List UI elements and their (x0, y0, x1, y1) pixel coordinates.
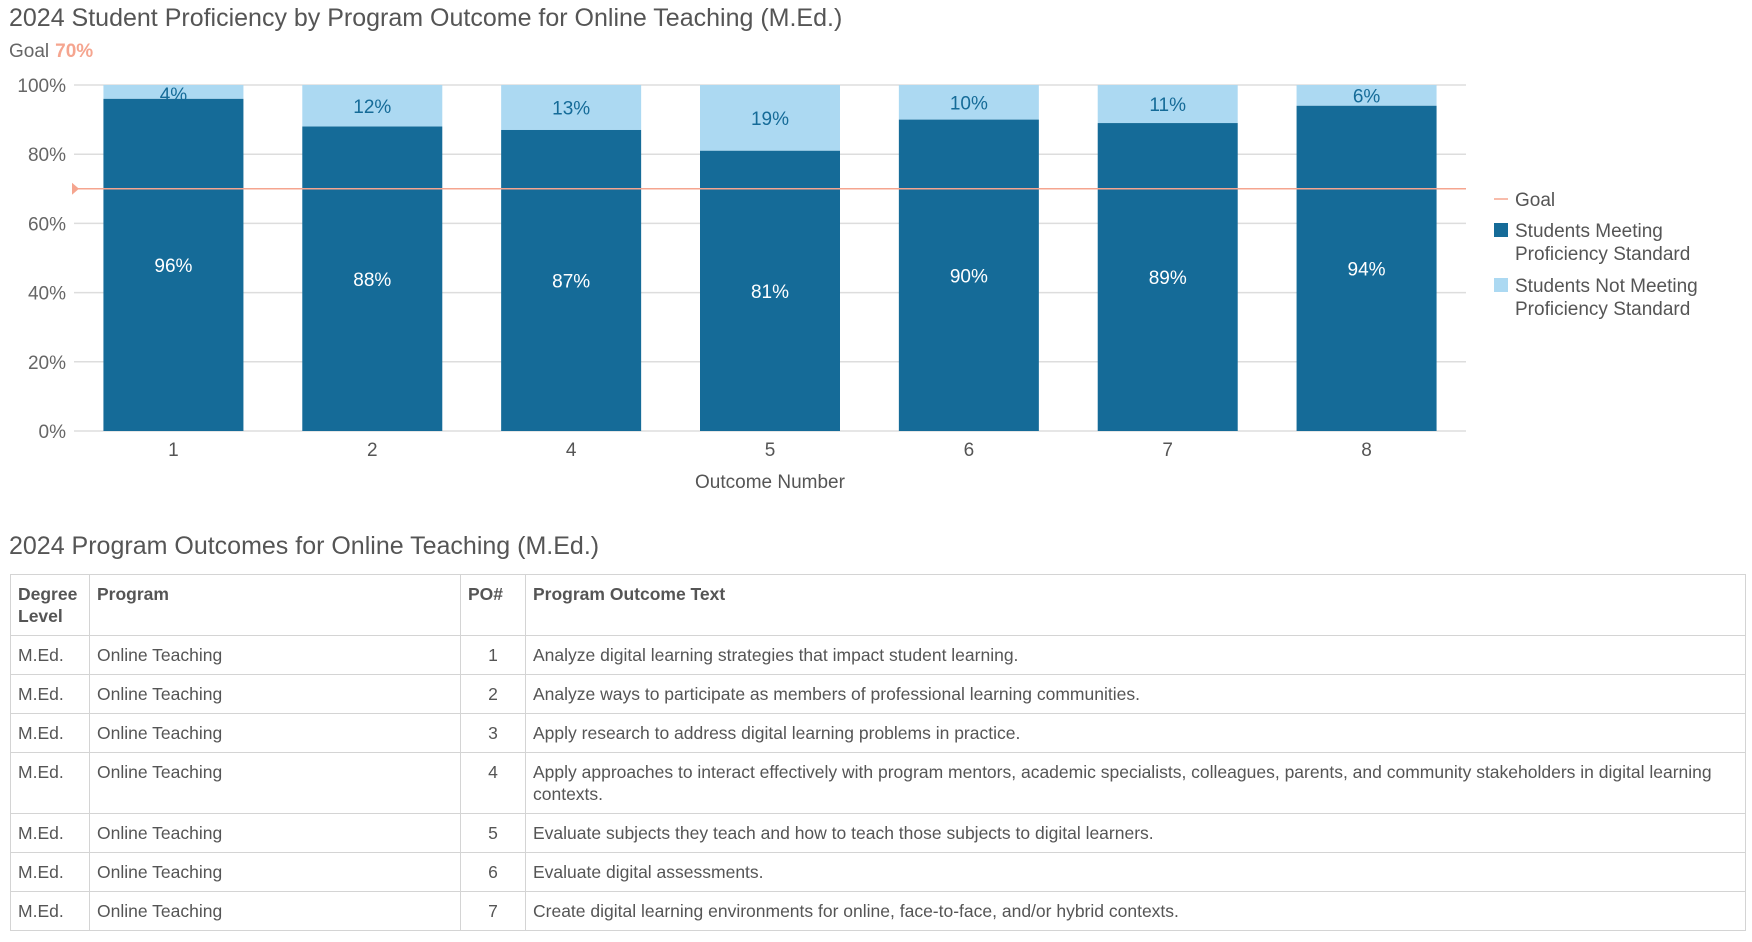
data-label-not-meeting: 10% (950, 93, 988, 114)
bar-meeting (1097, 123, 1238, 431)
data-label-not-meeting: 4% (160, 85, 188, 106)
cell-po-number: 7 (460, 891, 526, 931)
cell-outcome-text: Apply research to address digital learni… (525, 713, 1746, 753)
chart-title: 2024 Student Proficiency by Program Outc… (9, 4, 843, 32)
cell-program: Online Teaching (89, 891, 461, 931)
cell-po-number: 4 (460, 752, 526, 814)
data-label-meeting: 89% (1149, 268, 1187, 289)
data-label-meeting: 81% (751, 282, 789, 303)
bar-not-meeting (898, 85, 1039, 120)
x-tick-label: 1 (168, 440, 179, 461)
cell-outcome-text: Apply approaches to interact effectively… (525, 752, 1746, 814)
cell-degree-level: M.Ed. (10, 713, 90, 753)
bar-not-meeting (700, 85, 840, 151)
cell-degree-level: M.Ed. (10, 891, 90, 931)
x-tick-label: 4 (566, 440, 577, 461)
cell-outcome-text: Analyze digital learning strategies that… (525, 635, 1746, 675)
table-row: M.Ed. Online Teaching 7 Create digital lear… (10, 891, 1746, 931)
cell-degree-level: M.Ed. (10, 674, 90, 714)
data-label-meeting: 90% (950, 266, 988, 287)
table-header-row: Degree Level Program PO# Program Outcome… (10, 574, 1746, 636)
legend-meeting-line1: Students Meeting (1515, 221, 1663, 242)
x-tick-label: 5 (765, 440, 776, 461)
data-label-meeting: 94% (1348, 259, 1386, 280)
header-outcome-text: Program Outcome Text (525, 574, 1746, 636)
bar-not-meeting (302, 85, 443, 127)
legend-not-meeting-line1: Students Not Meeting (1515, 276, 1698, 297)
cell-program: Online Teaching (89, 713, 461, 753)
table-row: M.Ed. Online Teaching 6 Evaluate digital as… (10, 852, 1746, 892)
bar-not-meeting (501, 85, 642, 130)
stacked-bar-chart: 0%20%40%60%80%100%96%4%188%12%287%13%481… (17, 76, 1698, 493)
data-label-meeting: 87% (552, 271, 590, 292)
bar-not-meeting (103, 85, 244, 99)
goal-summary: Goal 70% (9, 41, 93, 63)
x-axis-label: Outcome Number (695, 472, 846, 493)
x-tick-label: 8 (1361, 440, 1372, 461)
y-tick-label: 80% (28, 145, 66, 166)
header-program: Program (89, 574, 461, 636)
table-row: M.Ed. Online Teaching 1 Analyze digital lea… (10, 635, 1746, 675)
y-tick-label: 100% (17, 76, 66, 97)
cell-outcome-text: Create digital learning environments for… (525, 891, 1746, 931)
bar-meeting (898, 119, 1039, 431)
cell-degree-level: M.Ed. (10, 852, 90, 892)
table-row: M.Ed. Online Teaching 5 Evaluate subjects t… (10, 813, 1746, 853)
table-row: M.Ed. Online Teaching 4 Apply approaches to… (10, 752, 1746, 814)
legend-meeting-line2: Proficiency Standard (1515, 244, 1690, 265)
bar-meeting (103, 98, 244, 431)
x-tick-label: 2 (367, 440, 378, 461)
header-degree-level: Degree Level (10, 574, 90, 636)
cell-outcome-text: Evaluate subjects they teach and how to … (525, 813, 1746, 853)
cell-po-number: 5 (460, 813, 526, 853)
goal-value: 70% (55, 41, 94, 62)
bar-meeting (1296, 105, 1437, 431)
outcomes-table: Degree Level Program PO# Program Outcome… (10, 574, 1746, 931)
cell-program: Online Teaching (89, 852, 461, 892)
data-label-not-meeting: 6% (1353, 86, 1381, 107)
y-tick-label: 20% (28, 353, 66, 374)
data-label-not-meeting: 11% (1149, 95, 1186, 116)
legend-meeting-swatch (1494, 223, 1508, 237)
bar-not-meeting (1097, 85, 1238, 124)
x-tick-label: 6 (964, 440, 975, 461)
table-row: M.Ed. Online Teaching 3 Apply research to a… (10, 713, 1746, 753)
table-title: 2024 Program Outcomes for Online Teachin… (9, 532, 600, 560)
cell-degree-level: M.Ed. (10, 813, 90, 853)
data-label-meeting: 96% (154, 256, 192, 277)
goal-label: Goal (9, 41, 50, 62)
y-tick-label: 60% (28, 214, 66, 235)
cell-program: Online Teaching (89, 752, 461, 814)
y-tick-label: 0% (39, 422, 67, 443)
table-row: M.Ed. Online Teaching 2 Analyze ways to par… (10, 674, 1746, 714)
cell-po-number: 6 (460, 852, 526, 892)
bar-meeting (501, 129, 642, 432)
goal-marker-icon (72, 182, 79, 195)
y-tick-label: 40% (28, 284, 66, 305)
legend-not-meeting-swatch (1494, 278, 1508, 292)
data-label-meeting: 88% (353, 270, 391, 291)
data-label-not-meeting: 19% (751, 109, 789, 130)
cell-po-number: 2 (460, 674, 526, 714)
cell-degree-level: M.Ed. (10, 635, 90, 675)
bar-meeting (700, 150, 840, 432)
bar-not-meeting (1296, 85, 1437, 106)
cell-program: Online Teaching (89, 674, 461, 714)
cell-po-number: 1 (460, 635, 526, 675)
bar-meeting (302, 126, 443, 432)
legend-goal: Goal (1515, 190, 1555, 211)
data-label-not-meeting: 12% (353, 97, 391, 118)
header-po-number: PO# (460, 574, 526, 636)
cell-program: Online Teaching (89, 813, 461, 853)
cell-program: Online Teaching (89, 635, 461, 675)
data-label-not-meeting: 13% (552, 98, 590, 119)
cell-outcome-text: Evaluate digital assessments. (525, 852, 1746, 892)
cell-po-number: 3 (460, 713, 526, 753)
cell-outcome-text: Analyze ways to participate as members o… (525, 674, 1746, 714)
legend-not-meeting-line2: Proficiency Standard (1515, 299, 1690, 320)
cell-degree-level: M.Ed. (10, 752, 90, 814)
x-tick-label: 7 (1162, 440, 1173, 461)
